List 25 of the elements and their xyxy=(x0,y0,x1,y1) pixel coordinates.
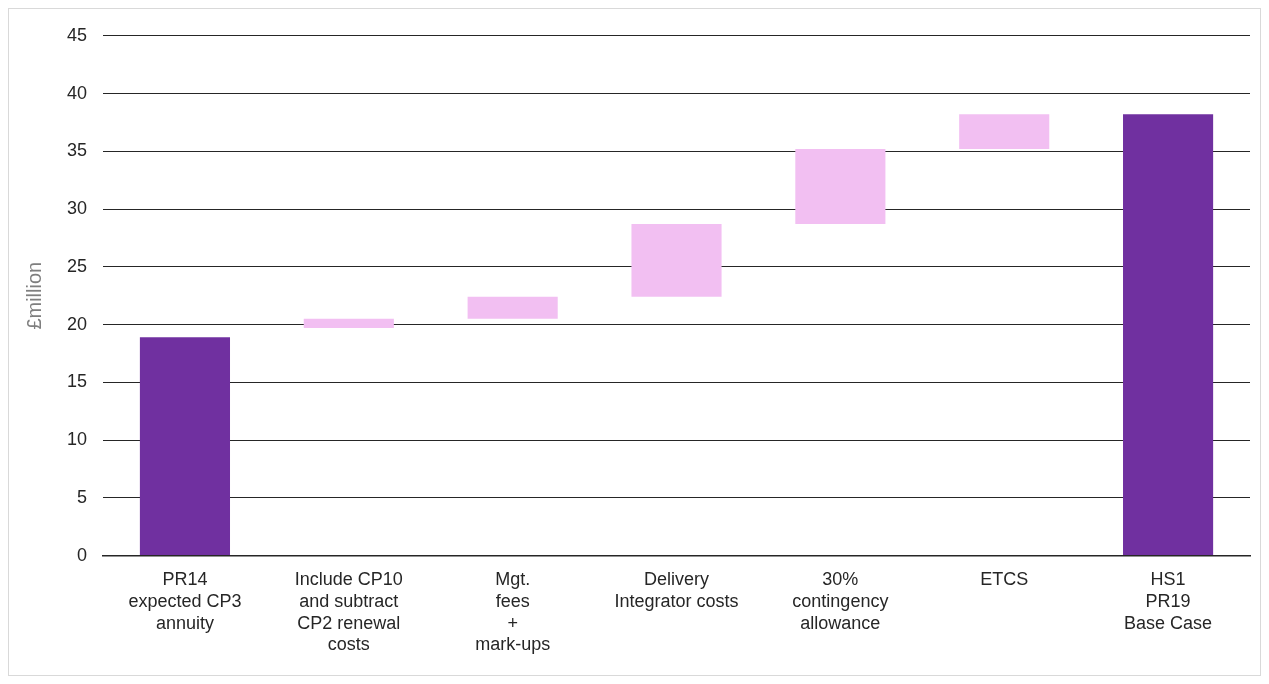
x-tick-label: Mgt. fees + mark-ups xyxy=(475,569,551,655)
bar xyxy=(303,318,394,329)
x-tick-label: 30% contingency allowance xyxy=(792,569,889,633)
x-tick-label: PR14 expected CP3 annuity xyxy=(128,569,242,633)
x-tick-label: ETCS xyxy=(980,569,1029,590)
y-tick-label: 35 xyxy=(66,140,88,161)
y-tick-label: 10 xyxy=(66,429,88,450)
y-axis-title: £million xyxy=(22,261,45,330)
bar xyxy=(631,224,722,297)
y-tick-label: 25 xyxy=(66,255,88,276)
bar xyxy=(795,149,886,225)
bar xyxy=(1123,114,1214,556)
bar xyxy=(959,114,1050,149)
x-tick-label: HS1 PR19 Base Case xyxy=(1124,569,1213,633)
y-tick-label: 15 xyxy=(66,371,88,392)
y-tick-label: 5 xyxy=(77,486,88,507)
bar xyxy=(139,337,231,556)
y-tick-label: 30 xyxy=(66,198,88,219)
y-tick-label: 40 xyxy=(66,82,88,103)
y-tick-label: 45 xyxy=(66,24,88,45)
x-tick-label: Include CP10 and subtract CP2 renewal costs xyxy=(294,569,403,655)
y-tick-label: 0 xyxy=(77,544,88,565)
y-tick-label: 20 xyxy=(66,313,88,334)
x-tick-label: Delivery Integrator costs xyxy=(614,569,739,611)
bar xyxy=(467,296,558,319)
